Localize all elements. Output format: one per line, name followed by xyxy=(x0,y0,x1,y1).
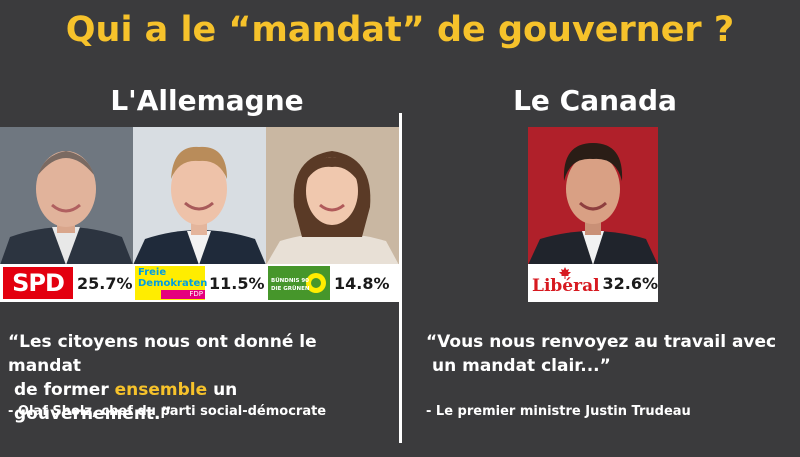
fdp-result: Freie Demokraten FDP 11.5% xyxy=(133,264,266,302)
liberal-percent: 32.6% xyxy=(602,273,658,293)
spd-percent: 25.7% xyxy=(77,273,133,293)
canada-attribution: - Le premier ministre Justin Trudeau xyxy=(426,404,691,419)
spd-result: SPD 25.7% xyxy=(0,264,133,302)
canada-quote: “Vous nous renvoyez au travail avec un m… xyxy=(426,330,796,378)
page-title: Qui a le “mandat” de gouverner ? xyxy=(65,10,735,50)
fdp-percent: 11.5% xyxy=(209,273,265,293)
fdp-logo-line2: Demokraten xyxy=(138,278,208,289)
gruene-logo: BÜNDNIS 90 DIE GRÜNEN xyxy=(268,266,330,300)
sunflower-icon xyxy=(306,273,326,293)
gruene-logo-line1: BÜNDNIS 90 xyxy=(271,278,310,284)
gruene-logo-line2: DIE GRÜNEN xyxy=(271,286,310,292)
canada-quote-line2: un mandat clair...” xyxy=(432,356,611,376)
canada-quote-line1: “Vous nous renvoyez au travail avec xyxy=(426,332,777,352)
liberal-result: Libéral 32.6% xyxy=(528,264,658,302)
gruene-result: BÜNDNIS 90 DIE GRÜNEN 14.8% xyxy=(266,264,399,302)
germany-quote-line1: “Les citoyens nous ont donné le mandat xyxy=(8,332,317,376)
liberal-logo-text: Libéral xyxy=(532,276,600,296)
germany-quote-line2: de former ensemble un gouvernement.” xyxy=(8,378,393,426)
scholz-photo xyxy=(0,127,133,265)
germany-quote-part3: un gouvernement.” xyxy=(14,380,238,424)
lindner-photo xyxy=(133,127,266,265)
spd-logo: SPD xyxy=(3,267,73,299)
germany-attribution: - Olaf Sholz, chef du parti social-démoc… xyxy=(8,404,327,419)
gruene-percent: 14.8% xyxy=(334,273,390,293)
liberal-logo: Libéral xyxy=(532,267,600,299)
fdp-logo-line1: Freie xyxy=(138,267,167,278)
baerbock-photo xyxy=(266,127,399,265)
center-divider xyxy=(399,113,402,443)
canada-heading: Le Canada xyxy=(513,84,677,117)
trudeau-photo xyxy=(528,127,658,265)
germany-heading: L'Allemagne xyxy=(110,84,304,117)
fdp-logo: Freie Demokraten FDP xyxy=(135,266,208,300)
germany-quote: “Les citoyens nous ont donné le mandat d… xyxy=(8,330,393,426)
maple-leaf-icon xyxy=(559,267,571,279)
germany-quote-part2: de former xyxy=(14,380,115,400)
germany-quote-highlight: ensemble xyxy=(114,380,208,400)
fdp-logo-bar: FDP xyxy=(161,290,205,299)
